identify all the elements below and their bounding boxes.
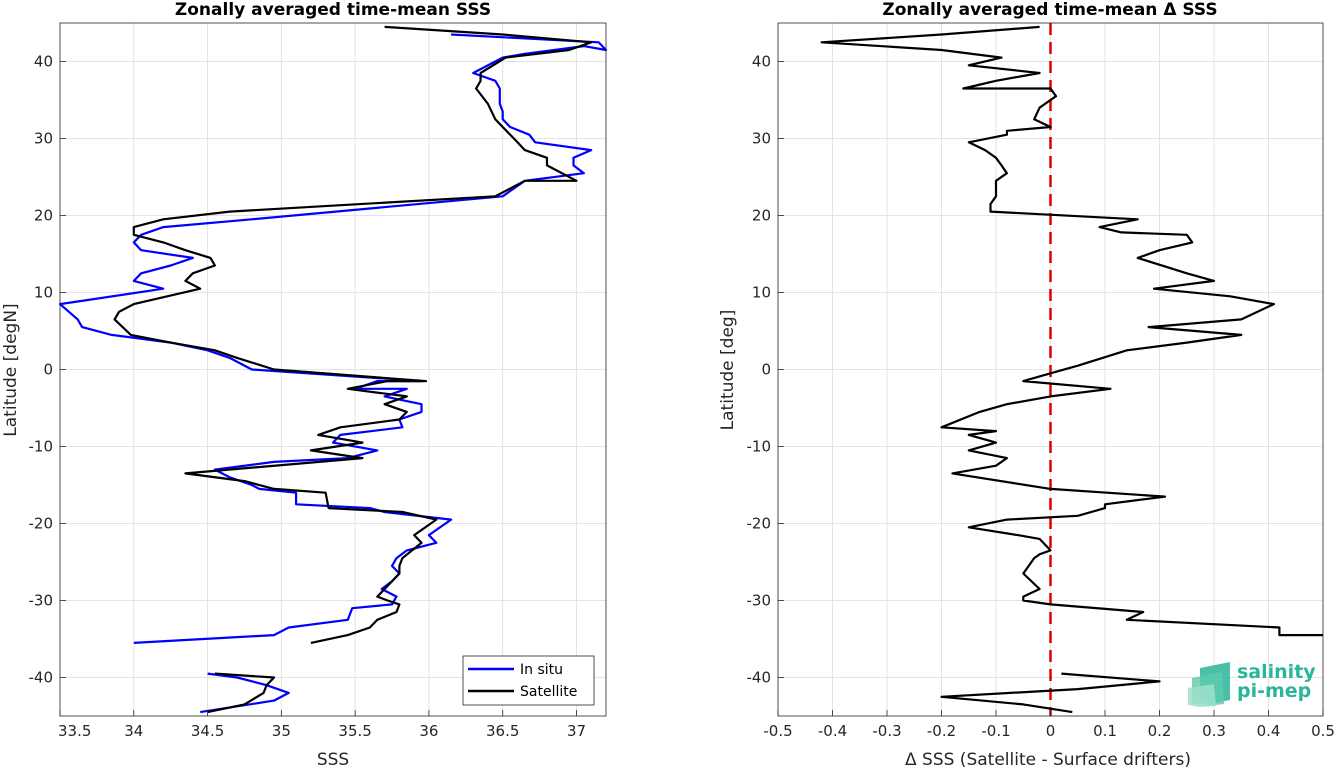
legend: In situ Satellite xyxy=(462,655,595,706)
legend-box xyxy=(462,655,595,706)
right-y-tick-label: -10 xyxy=(747,438,772,456)
left-y-tick-label: 40 xyxy=(34,53,53,71)
right-y-axis-label: Latitude [deg] xyxy=(718,310,738,431)
left-y-tick-label: -30 xyxy=(29,592,54,610)
legend-label-satellite: Satellite xyxy=(520,684,577,700)
left-x-tick-label: 33.5 xyxy=(58,722,91,740)
salinity-pi-mep-logo: salinity pi-mep xyxy=(1188,661,1316,707)
right-x-tick-label: 0 xyxy=(1046,722,1056,740)
right-y-tick-label: 10 xyxy=(752,284,771,302)
left-y-tick-label: 30 xyxy=(34,130,53,148)
right-x-tick-label: 0.2 xyxy=(1148,722,1172,740)
right-x-tick-label: 0.4 xyxy=(1257,722,1281,740)
right-series xyxy=(820,23,1323,716)
left-x-tick-label: 36.5 xyxy=(486,722,519,740)
left-series-satellite-line xyxy=(207,672,276,714)
left-y-tick-label: -40 xyxy=(29,669,54,687)
right-ticks: -0.5 -0.4 -0.3 -0.2 -0.1 0 0.1 0.2 0.3 0.4 0.5 40 30… xyxy=(747,53,1335,741)
left-x-tick-label: 36 xyxy=(419,722,438,740)
right-x-tick-label: -0.4 xyxy=(818,722,847,740)
right-chart: -0.5 -0.4 -0.3 -0.2 -0.1 0 0.1 0.2 0.3 0.4 0.5 40 30… xyxy=(718,0,1335,769)
left-series-satellite-line xyxy=(113,25,593,644)
left-chart-title: Zonally averaged time-mean SSS xyxy=(175,0,491,20)
legend-label-in-situ: In situ xyxy=(520,662,563,678)
right-y-tick-label: 0 xyxy=(761,361,771,379)
left-y-tick-label: -10 xyxy=(29,438,54,456)
left-series-in-situ-line xyxy=(58,33,608,644)
left-series-in-situ-line xyxy=(200,672,290,714)
left-x-tick-label: 35.5 xyxy=(338,722,371,740)
wave-logo-icon xyxy=(1188,662,1230,707)
right-x-tick-label: 0.5 xyxy=(1311,722,1335,740)
right-x-tick-label: -0.5 xyxy=(763,722,792,740)
right-y-tick-label: 20 xyxy=(752,207,771,225)
right-y-tick-label: 40 xyxy=(752,53,771,71)
right-x-axis-label: Δ SSS (Satellite - Surface drifters) xyxy=(905,750,1191,769)
left-y-axis-label: Latitude [degN] xyxy=(1,303,21,436)
right-y-tick-label: 30 xyxy=(752,130,771,148)
left-series xyxy=(58,25,608,714)
left-chart: 33.5 34 34.5 35 35.5 36 36.5 37 40 30 20 10 0 -10 -20 -… xyxy=(1,0,608,769)
right-series-delta-sss-line xyxy=(940,672,1161,714)
right-series-delta-sss-line xyxy=(820,25,1323,637)
left-y-tick-label: 20 xyxy=(34,207,53,225)
left-x-tick-label: 37 xyxy=(567,722,586,740)
right-x-tick-label: 0.1 xyxy=(1093,722,1117,740)
left-ticks: 33.5 34 34.5 35 35.5 36 36.5 37 40 30 20 10 0 -10 -20 -… xyxy=(29,53,587,741)
right-y-tick-label: -30 xyxy=(747,592,772,610)
left-y-tick-label: 10 xyxy=(34,284,53,302)
logo-text-pi-mep: pi-mep xyxy=(1237,680,1311,702)
left-x-tick-label: 34.5 xyxy=(191,722,224,740)
left-x-tick-label: 35 xyxy=(272,722,291,740)
right-y-tick-label: -40 xyxy=(747,669,772,687)
left-x-axis-label: SSS xyxy=(317,750,349,769)
right-x-tick-label: -0.3 xyxy=(872,722,901,740)
right-y-tick-label: -20 xyxy=(747,515,772,533)
left-y-tick-label: 0 xyxy=(43,361,53,379)
right-x-tick-label: -0.2 xyxy=(927,722,956,740)
left-y-tick-label: -20 xyxy=(29,515,54,533)
right-chart-title: Zonally averaged time-mean Δ SSS xyxy=(882,0,1217,20)
left-x-tick-label: 34 xyxy=(124,722,143,740)
logo-text-salinity: salinity xyxy=(1237,661,1316,683)
right-x-tick-label: -0.1 xyxy=(981,722,1010,740)
right-x-tick-label: 0.3 xyxy=(1202,722,1226,740)
